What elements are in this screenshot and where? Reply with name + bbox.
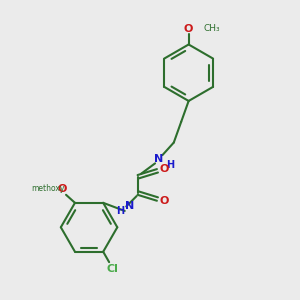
Text: N: N [154, 154, 164, 164]
Text: CH₃: CH₃ [203, 24, 220, 33]
Text: methoxy: methoxy [32, 184, 65, 194]
Text: H: H [116, 206, 124, 216]
Text: O: O [184, 24, 193, 34]
Text: Cl: Cl [106, 264, 118, 274]
Text: N: N [124, 202, 134, 212]
Text: O: O [159, 196, 169, 206]
Text: H: H [166, 160, 174, 170]
Text: O: O [58, 184, 67, 194]
Text: O: O [159, 164, 169, 174]
